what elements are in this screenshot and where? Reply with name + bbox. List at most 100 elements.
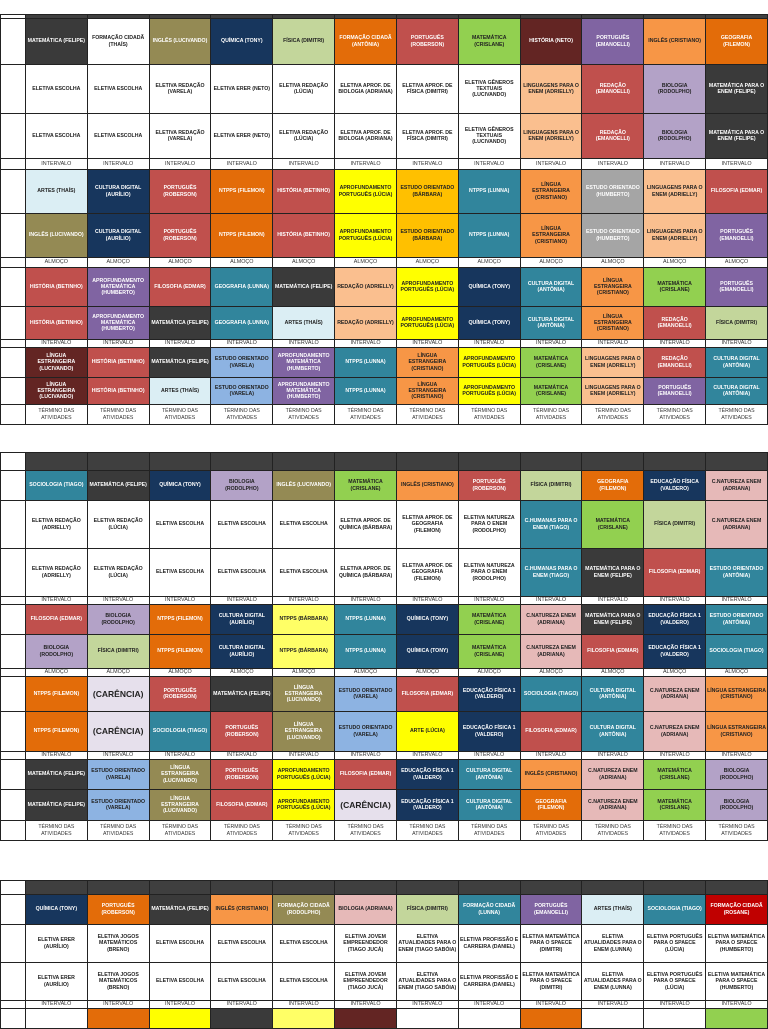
lesson-cell: REDAÇÃO (ADRIELLY) [334,267,397,307]
lesson-row: ELETIVA ERER (AURÍLIO) ELETIVA JOGOS MATE… [0,962,768,1001]
break-cell: ALMOÇO [86,668,150,677]
end-cell: TÉRMINO DAS ATIVIDADES [643,820,707,841]
end-cell: TÉRMINO DAS ATIVIDADES [519,404,583,425]
lesson-cell: PORTUGUÊS (ROBERSON) [210,711,274,752]
break-cell: INTERVALO [395,751,459,760]
lesson-cell: INGLÊS (Lucivando) [24,213,88,258]
lesson-cell: LÍNGUA ESTRANGEIRA (Lucivando) [24,377,88,405]
break-cell: INTERVALO [705,751,768,760]
lesson-cell: LÍNGUA ESTRANGEIRA (Lucivando) [148,789,212,821]
lesson-cell: ELETIVA JOGOS MATEMÁTICOS (BRENO) [86,962,150,1001]
break-cell: INTERVALO [272,158,336,170]
lesson-cell: NTPPS (LUNNA) [457,169,521,214]
lesson-cell: PORTUGUÊS (ROBERSON) [148,676,212,712]
lesson-cell [705,1008,768,1029]
lesson-cell: ELETIVA GÊNEROS TEXTUAIS (LUCIVANDO) [457,113,521,159]
timetable: SOCIOLOGIA (Tiago) MATEMÁTICA (Felipe) QUÍ… [0,452,768,841]
lesson-cell [210,1008,274,1029]
row-label-cell [0,894,26,925]
row-label-cell [0,158,26,170]
lesson-cell [519,1008,583,1029]
lesson-cell: LÍNGUA ESTRANGEIRA (Cristiano) [705,676,768,712]
class-header-cell [334,880,397,895]
class-header-cell [86,880,150,895]
lesson-cell: FORMAÇÃO CIDADÃ (Antônia) [334,18,397,65]
row-label-cell [0,820,26,841]
lesson-cell: GEOGRAFIA (FILEMON) [705,18,768,65]
lesson-cell: APROFUNDAMENTO PORTUGUÊS (LÚCIA) [457,377,521,405]
break-cell: INTERVALO [148,339,212,348]
break-cell: ALMOÇO [334,257,397,268]
lesson-row [0,1008,768,1029]
break-cell: ALMOÇO [24,668,88,677]
break-cell: INTERVALO [457,339,521,348]
class-header-cell [457,880,521,895]
break-cell: INTERVALO [395,339,459,348]
lesson-cell: ELETIVA ERER (NETO) [210,113,274,159]
break-cell: INTERVALO [272,596,336,605]
lesson-cell: ARTES (THAÍS) [272,306,336,340]
lesson-cell [581,1008,645,1029]
row-label-cell [0,18,26,65]
lesson-cell: HISTÓRIA (BETINHO) [272,169,336,214]
lesson-cell: ELETIVA APROF. DE FÍSICA (DIMITRI) [395,64,459,114]
lesson-cell [643,1008,707,1029]
break-cell: INTERVALO [86,596,150,605]
lesson-cell: ELETIVA REDAÇÃO (LÚCIA) [86,500,150,549]
lesson-cell: ELETIVA APROF. DE GEOGRAFIA (FILEMON) [395,500,459,549]
lesson-cell [395,1008,459,1029]
class-header-cell [457,452,521,471]
lesson-cell: ELETIVA REDAÇÃO (ADRIELLY) [24,548,88,597]
break-cell: INTERVALO [334,158,397,170]
break-cell: INTERVALO [705,339,768,348]
break-cell: INTERVALO [148,596,212,605]
lesson-cell: REDAÇÃO (ADRIELLY) [334,306,397,340]
break-cell: INTERVALO [24,158,88,170]
break-cell: ALMOÇO [705,668,768,677]
lesson-cell: REDAÇÃO (EMANOELLI) [643,306,707,340]
lesson-cell: LINGUAGENS PARA O ENEM (ADRIELLY) [581,377,645,405]
lesson-cell: C.NATUREZA ENEM (Adriana) [643,711,707,752]
header-row [0,880,768,895]
lesson-cell: FORMAÇÃO CIDADÃ (THAÍS) [86,18,150,65]
lesson-cell: CULTURA DIGITAL (Antônia) [457,789,521,821]
lesson-cell: ESTUDO ORIENTADO (HUMBERTO) [581,213,645,258]
lesson-cell: PORTUGUÊS (ROBERSON) [395,18,459,65]
end-cell: TÉRMINO DAS ATIVIDADES [148,404,212,425]
lesson-cell: APROFUNDAMENTO PORTUGUÊS (LÚCIA) [334,213,397,258]
row-label-cell [0,1000,26,1009]
lesson-row: MATEMÁTICA (FELIPE) ESTUDO ORIENTADO (VAR… [0,789,768,821]
lesson-cell: PORTUGUÊS (ROBERSON) [457,470,521,501]
lesson-cell: CULTURA DIGITAL (Antônia) [519,267,583,307]
lesson-cell: ELETIVA ATUALIDADES PARA O ENEM (LUNNA) [581,962,645,1001]
lesson-cell: MATEMÁTICA (Felipe) [148,306,212,340]
lesson-cell: ESTUDO ORIENTADO (VARELA) [210,347,274,378]
row-label-cell [0,789,26,821]
lesson-cell: HISTÓRIA (BETINHO) [86,377,150,405]
lesson-cell: MATEMÁTICA (FELIPE) [24,759,88,790]
lesson-cell: BIOLOGIA (RODOLPHO) [705,759,768,790]
lesson-row: ELETIVA REDAÇÃO (ADRIELLY) ELETIVA REDAÇÃ… [0,500,768,549]
break-cell: INTERVALO [581,339,645,348]
end-cell: TÉRMINO DAS ATIVIDADES [86,820,150,841]
lesson-cell: ELETIVA ATUALIDADES PARA O ENEM (TIAGO S… [395,924,459,963]
lesson-cell: ELETIVA APROF. DE BIOLOGIA (ADRIANA) [334,64,397,114]
lesson-cell: ELETIVA APROF. DE BIOLOGIA (ADRIANA) [334,113,397,159]
lesson-cell: FÍSICA (Dimitri) [272,18,336,65]
end-cell: TÉRMINO DAS ATIVIDADES [519,820,583,841]
break-row: INTERVALO INTERVALO INTERVALO INTERVALO INTE… [0,1000,768,1009]
break-cell: ALMOÇO [148,668,212,677]
lesson-cell: BIOLOGIA (RODOLPHO) [24,634,88,669]
break-cell: ALMOÇO [210,257,274,268]
lesson-cell: FÍSICA (DIMITRI) [643,500,707,549]
break-cell: ALMOÇO [86,257,150,268]
row-label-cell [0,64,26,114]
end-cell: TÉRMINO DAS ATIVIDADES [86,404,150,425]
lesson-cell: HISTÓRIA (BETINHO) [24,267,88,307]
lesson-cell: ELETIVA REDAÇÃO (VARELA) [148,64,212,114]
lesson-cell: CULTURA DIGITAL (AURÍLIO) [210,604,274,635]
lesson-cell: GEOGRAFIA (FILEMON) [519,789,583,821]
lesson-cell: LÍNGUA ESTRANGEIRA (Cristiano) [395,377,459,405]
break-cell: INTERVALO [210,339,274,348]
break-cell: ALMOÇO [457,257,521,268]
